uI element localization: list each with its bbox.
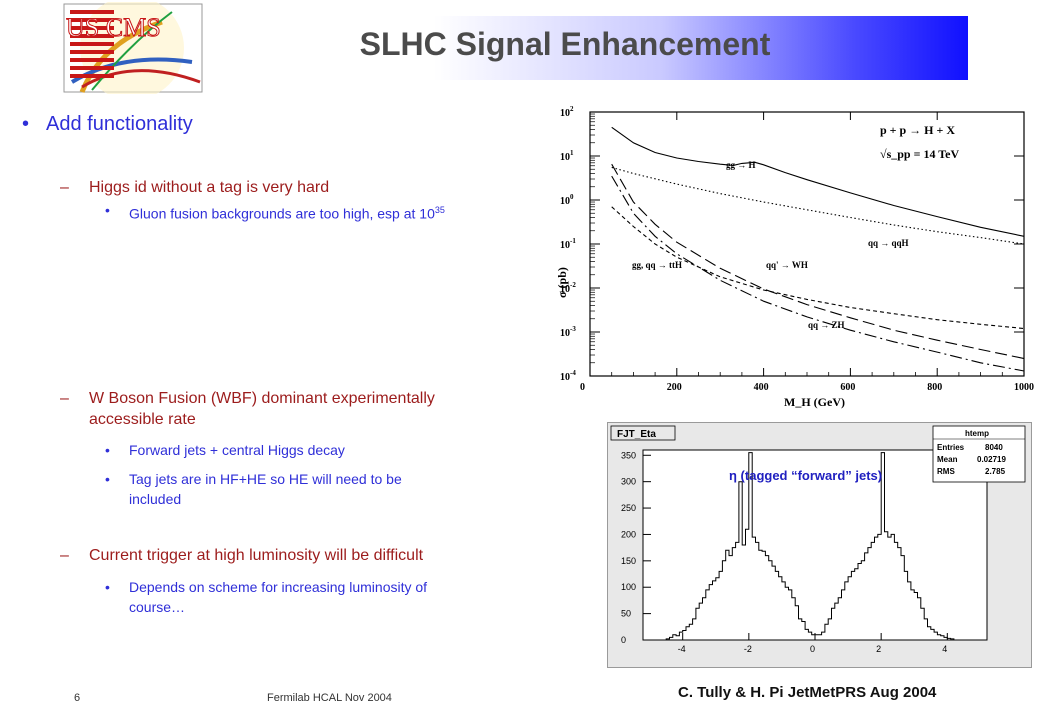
hist-xtick-label: 0 <box>810 644 815 654</box>
slide-title: SLHC Signal Enhancement <box>359 26 771 62</box>
item-trigger-text: Current trigger at high luminosity will … <box>89 547 424 564</box>
xsec-chart: 0 200 400 600 800 1000 10-4 10-3 10-2 10-1 100 101 1… <box>548 100 1038 418</box>
svg-text:htemp: htemp <box>965 429 989 438</box>
hist-xtick-label: 2 <box>876 644 881 654</box>
eta-histogram: FJT_Eta htemp Entries 8040 Mean 0.02719 … <box>607 422 1032 668</box>
xsec-xtick-label: 200 <box>667 382 682 393</box>
item-wbf-line1: W Boson Fusion (WBF) dominant experiment… <box>89 390 435 407</box>
hist-title: FJT_Eta <box>617 429 656 440</box>
bullet-dot: • <box>22 113 30 135</box>
xsec-series-line <box>611 175 1025 372</box>
hist-ytick-label: 350 <box>621 450 636 460</box>
sub-tag-jets-line1: Tag jets are in HF+HE so HE will need to… <box>129 471 402 487</box>
hist-ytick-label: 100 <box>621 582 636 592</box>
label-qq-wh: qq' → WH <box>766 260 808 270</box>
xsec-ytick-label: 10-2 <box>560 281 576 295</box>
xsec-series-line <box>611 126 1025 237</box>
item-wbf-line2: accessible rate <box>89 411 196 428</box>
svg-text:2.785: 2.785 <box>985 467 1006 476</box>
hist-xtick-label: -4 <box>678 644 686 654</box>
hist-stats-box: htemp Entries 8040 Mean 0.02719 RMS 2.78… <box>932 425 1026 483</box>
label-qq-qqh: qq → qqH <box>868 238 909 248</box>
sub-forward-jets-text: Forward jets + central Higgs decay <box>129 442 345 458</box>
xsec-series-line <box>611 163 1025 360</box>
xsec-xtick-label: 800 <box>927 382 942 393</box>
xsec-ytick-label: 100 <box>560 193 574 207</box>
xsec-xtick-label: 600 <box>840 382 855 393</box>
label-gg-tth: gg, qq → ttH <box>632 260 682 270</box>
sub-depends-scheme-line2: course… <box>129 599 186 615</box>
item-higgs-id-text: Higgs id without a tag is very hard <box>89 179 330 196</box>
xsec-xtick-label: 400 <box>754 382 769 393</box>
uscms-logo: US CMS <box>62 2 204 94</box>
bullet-l1-text: Add functionality <box>46 113 193 135</box>
xsec-ylabel: σ (pb) <box>555 267 569 298</box>
xsec-xtick-label: 0 <box>580 382 585 393</box>
hist-bars <box>649 452 981 641</box>
hist-title-box <box>610 425 676 441</box>
xsec-annotation-energy: √s_pp = 14 TeV <box>880 147 959 161</box>
label-qq-zh: qq → ZH <box>808 320 845 330</box>
xsec-ytick-label: 102 <box>560 105 574 119</box>
page-number: 6 <box>74 692 81 704</box>
hist-xtick-label: -2 <box>744 644 752 654</box>
xsec-ytick-label: 10-3 <box>560 325 576 339</box>
xsec-series-line <box>611 206 1025 330</box>
xsec-ytick-label: 10-1 <box>560 237 576 251</box>
hist-ytick-label: 0 <box>621 635 626 645</box>
xsec-xlabel: M_H (GeV) <box>784 395 845 409</box>
sub-depends-scheme-line1: Depends on scheme for increasing luminos… <box>129 579 428 595</box>
svg-text:0.02719: 0.02719 <box>977 455 1006 464</box>
svg-text:Entries: Entries <box>937 443 965 452</box>
svg-text:RMS: RMS <box>937 467 955 476</box>
xsec-xtick-label: 1000 <box>1014 382 1034 393</box>
xsec-ytick-label: 10-4 <box>560 369 576 383</box>
xsec-curves <box>611 126 1025 372</box>
label-gg-h: gg → H <box>726 160 756 170</box>
footer-text: Fermilab HCAL Nov 2004 <box>267 692 392 704</box>
sub-gluon-fusion-text: Gluon fusion backgrounds are too high, e… <box>129 205 445 222</box>
hist-ytick-label: 250 <box>621 503 636 513</box>
hist-ytick-label: 300 <box>621 477 636 487</box>
hist-ytick-label: 200 <box>621 529 636 539</box>
hist-axes: -4 -2 0 2 4 0 50 100 150 200 250 300 350 <box>621 450 948 654</box>
svg-text:Mean: Mean <box>937 455 958 464</box>
xsec-ytick-label: 101 <box>560 149 574 163</box>
svg-text:8040: 8040 <box>985 443 1003 452</box>
hist-ytick-label: 150 <box>621 556 636 566</box>
logo-text: US CMS <box>66 13 161 42</box>
title-bar <box>205 16 968 80</box>
hist-ytick-label: 50 <box>621 609 631 619</box>
exponent: 35 <box>434 205 445 215</box>
xsec-annotation-process: p + p → H + X <box>880 123 955 137</box>
sub-tag-jets-line2: included <box>129 491 182 507</box>
hist-xtick-label: 4 <box>942 644 947 654</box>
xsec-ticks: 0 200 400 600 800 1000 10-4 10-3 10-2 10-1 100 101 1… <box>560 105 1034 393</box>
hist-annotation: η (tagged “forward” jets) <box>729 468 882 483</box>
credit-text: C. Tully & H. Pi JetMetPRS Aug 2004 <box>678 684 937 701</box>
xsec-series-line <box>611 166 1025 245</box>
